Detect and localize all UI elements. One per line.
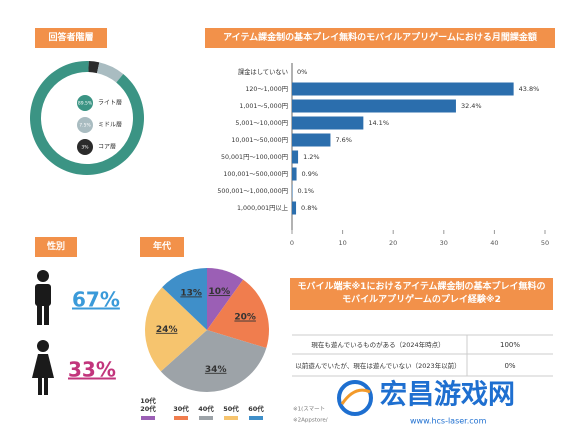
category-label: 10,001～50,000円 [231, 136, 288, 144]
x-tick-label: 20 [389, 239, 397, 247]
value-label: 7.6% [335, 136, 352, 144]
x-tick-label: 30 [440, 239, 448, 247]
legend-swatch [174, 416, 188, 420]
female-icon [32, 340, 54, 395]
legend-label: 60代 [248, 405, 264, 413]
donut-segment [96, 62, 124, 83]
legend-value: 3% [81, 145, 89, 151]
value-label: 0.9% [302, 170, 319, 178]
legend-label: 40代 [198, 405, 214, 413]
legend-swatch [224, 416, 238, 420]
table-cell: 以前遊んでいたが、現在は遊んでいない（2023年以前） [295, 361, 460, 370]
table-cell: 現在も遊んでいるものがある（2024年時点） [311, 340, 444, 349]
legend-swatch [77, 95, 93, 111]
watermark-title: 宏昌游戏网 [380, 379, 515, 411]
slice-label: 24% [156, 325, 178, 335]
slice-label: 34% [205, 365, 227, 375]
watermark-url: www.hcs-laser.com [410, 417, 487, 426]
x-tick-label: 0 [290, 239, 294, 247]
header: 年代 [140, 237, 184, 257]
bar [292, 99, 456, 113]
legend-swatch [77, 117, 93, 133]
pie-slice [207, 268, 244, 330]
bar [292, 184, 293, 198]
bar [292, 201, 297, 215]
slice-label: 20% [234, 313, 256, 323]
legend-label: ミドル層 [98, 122, 122, 129]
legend-swatch [77, 139, 93, 155]
legend-label: 50代 [223, 405, 239, 413]
category-label: 5,001～10,000円 [235, 119, 288, 127]
watermark-icon [337, 380, 373, 416]
category-label: 500,001～1,000,000円 [217, 187, 288, 195]
pie-slice [162, 268, 207, 330]
legend-label: 30代 [173, 405, 189, 413]
footnote: ※1(スマート [293, 406, 325, 413]
legend-swatch [199, 416, 213, 420]
category-label: 100,001～500,000円 [223, 170, 288, 178]
value-label: 0% [297, 68, 307, 76]
bar [292, 82, 514, 96]
category-label: 課金はしていない [238, 67, 288, 76]
male-icon [35, 270, 51, 325]
pie-slice [160, 330, 267, 392]
slice-label: 10% [209, 287, 231, 297]
value-label: 0.1% [298, 187, 315, 195]
legend-value: 89.5% [78, 101, 93, 107]
x-tick-label: 40 [490, 239, 498, 247]
x-tick-label: 10 [338, 239, 346, 247]
value-label: 32.4% [461, 102, 482, 110]
value-label: 14.1% [368, 119, 389, 127]
footnote: ※2Appstore/ [293, 418, 328, 424]
table-cell: 100% [500, 341, 520, 349]
value-label: 1.2% [303, 153, 320, 161]
legend-value: 7.5% [79, 123, 91, 129]
x-tick-label: 50 [541, 239, 549, 247]
table-cell: 0% [504, 362, 515, 370]
category-label: 50,001円～100,000円 [221, 153, 288, 161]
pie-slice [145, 287, 207, 372]
bar [292, 133, 331, 147]
legend-label: コア層 [98, 144, 116, 151]
donut-segment [88, 61, 100, 74]
value-label: 43.8% [519, 85, 540, 93]
pie-slice [207, 279, 269, 349]
gender-female: 33% [68, 358, 116, 382]
legend-label: ライト層 [98, 100, 122, 107]
category-label: 120～1,000円 [245, 85, 288, 93]
legend-swatch [249, 416, 263, 420]
bar [292, 150, 299, 164]
header: 性別 [35, 237, 77, 257]
category-label: 1,000,001円以上 [237, 203, 288, 212]
legend-swatch [141, 416, 155, 420]
category-label: 1,001～5,000円 [239, 102, 288, 110]
gender-male: 67% [72, 288, 120, 312]
header: アイテム課金制の基本プレイ無料のモバイルアプリゲームにおける月間課金額 [205, 28, 555, 48]
header: モバイル端末※1におけるアイテム課金制の基本プレイ無料のモバイルアプリゲームのプ… [290, 278, 553, 310]
legend-label: 10代 20代 [140, 397, 156, 413]
slice-label: 13% [180, 288, 202, 298]
header: 回答者階層 [35, 28, 107, 48]
bar [292, 167, 297, 181]
value-label: 0.8% [301, 204, 318, 212]
bar [292, 116, 364, 130]
